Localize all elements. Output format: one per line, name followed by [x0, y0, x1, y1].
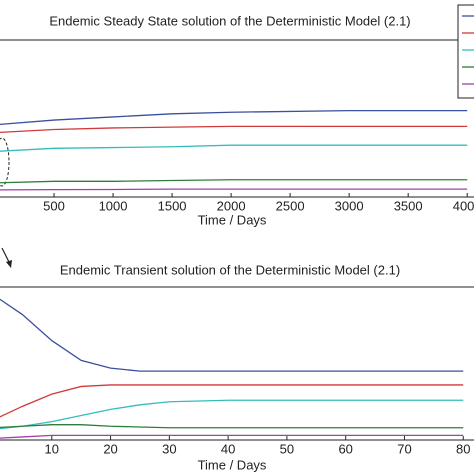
series-line: [0, 399, 464, 430]
series-line: [0, 188, 468, 191]
x-tick-label: 70: [397, 441, 411, 456]
x-tick-label: 2000: [217, 198, 246, 213]
series-line: [0, 179, 468, 184]
x-tick-label: 80: [456, 441, 470, 456]
x-tick-label: 1500: [158, 198, 187, 213]
x-tick-label: 4000: [453, 198, 474, 213]
x-tick-label: 2500: [276, 198, 305, 213]
chart-title: Endemic Steady State solution of the Det…: [49, 13, 410, 28]
x-tick-label: 1000: [99, 198, 128, 213]
series-line: [0, 125, 468, 134]
series-line: [0, 384, 464, 418]
x-tick-label: 30: [162, 441, 176, 456]
arrow-head: [6, 260, 12, 268]
x-tick-label: 50: [280, 441, 294, 456]
x-tick-label: 3500: [394, 198, 423, 213]
series-line: [0, 144, 468, 152]
x-tick-label: 40: [221, 441, 235, 456]
highlight-ellipse: [0, 137, 10, 187]
series-line: [0, 298, 464, 372]
chart-title: Endemic Transient solution of the Determ…: [60, 262, 400, 277]
series-line: [0, 110, 468, 126]
x-tick-label: 3000: [335, 198, 364, 213]
series-line: [0, 424, 464, 429]
legend-box: [457, 4, 474, 99]
series-line: [0, 434, 464, 439]
x-axis-label: Time / Days: [198, 457, 267, 472]
x-tick-label: 500: [43, 198, 65, 213]
x-tick-label: 10: [45, 441, 59, 456]
x-axis-label: Time / Days: [198, 212, 267, 227]
x-tick-label: 60: [338, 441, 352, 456]
x-tick-label: 20: [103, 441, 117, 456]
